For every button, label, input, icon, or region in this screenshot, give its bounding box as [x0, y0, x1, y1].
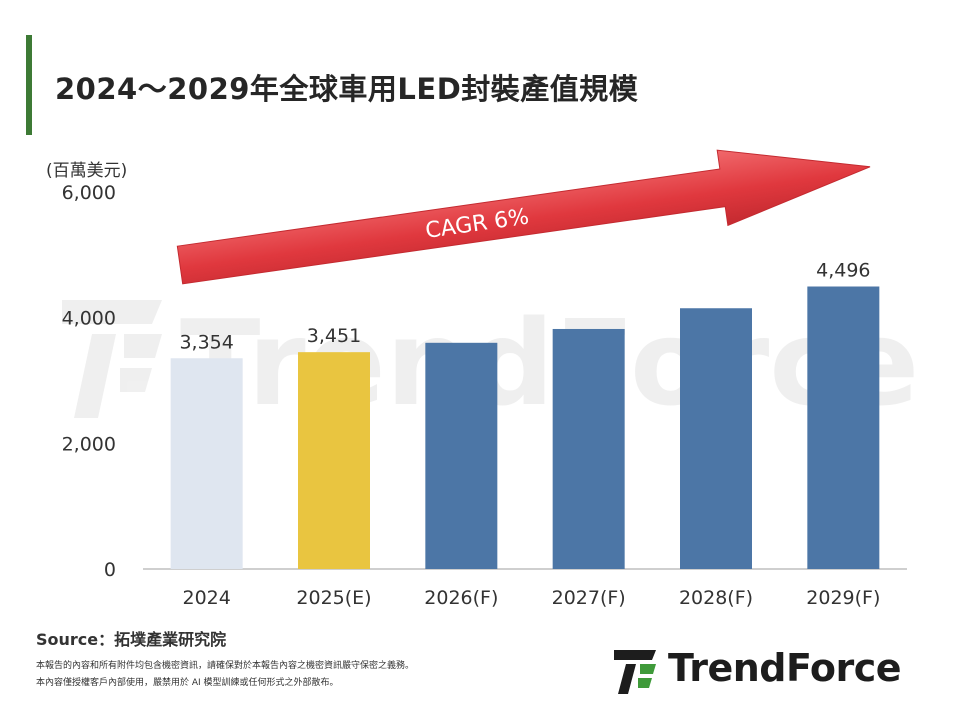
x-tick-label: 2026(F): [424, 587, 498, 609]
watermark-logo-icon: [62, 300, 162, 418]
x-tick-label: 2028(F): [679, 587, 753, 609]
x-tick-label: 2024: [182, 587, 230, 609]
data-label: 3,451: [307, 325, 361, 347]
disclaimer-line-1: 本報告的內容和所有附件均包含機密資訊，請確保對於本報告內容之機密資訊嚴守保密之義…: [36, 661, 415, 671]
cagr-arrow: CAGR 6%: [176, 149, 871, 285]
y-unit-label: (百萬美元): [46, 161, 127, 181]
bar: [552, 328, 625, 569]
page-title: 2024～2029年全球車用LED封裝產值規模: [55, 72, 639, 106]
bar: [170, 358, 243, 569]
bar: [807, 286, 880, 569]
y-tick-label: 6,000: [62, 182, 116, 204]
bar: [425, 342, 498, 569]
bar: [680, 308, 752, 569]
y-tick-label: 2,000: [62, 433, 116, 455]
trendforce-logo-icon: [614, 650, 656, 694]
disclaimer-line-2: 本內容僅授權客戶內部使用，嚴禁用於 AI 模型訓練或任何形式之外部散布。: [36, 678, 339, 688]
x-tick-label: 2025(E): [296, 587, 371, 609]
bar: [298, 352, 370, 569]
brand-name: TrendForce: [668, 646, 902, 690]
x-tick-label: 2029(F): [806, 587, 880, 609]
data-label: 3,354: [179, 331, 233, 353]
x-tick-label: 2027(F): [552, 587, 626, 609]
title-accent-bar: [26, 35, 32, 135]
source-text: Source：拓墣產業研究院: [36, 630, 227, 649]
y-tick-label: 4,000: [62, 308, 116, 330]
data-label: 4,496: [816, 260, 870, 282]
y-tick-label: 0: [104, 559, 116, 581]
